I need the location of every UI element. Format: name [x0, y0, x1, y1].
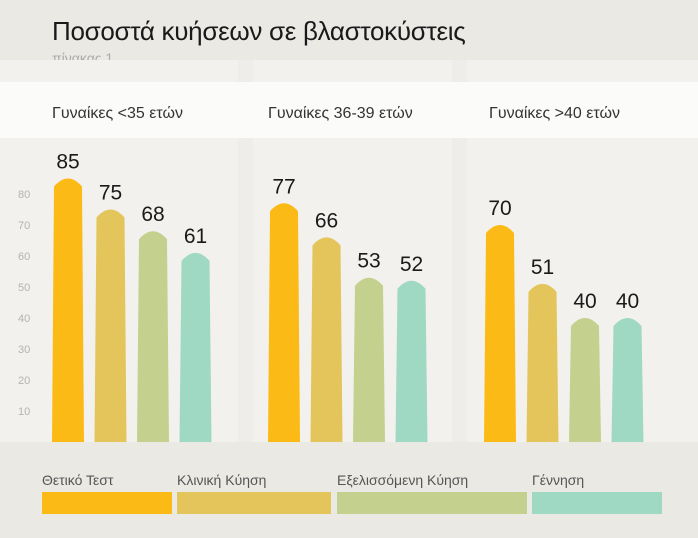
y-tick-label: 40	[18, 313, 30, 325]
bar-value-label: 75	[99, 182, 122, 205]
bar-value-label: 53	[357, 250, 380, 273]
bar	[179, 252, 212, 442]
bar	[526, 283, 559, 442]
bar	[94, 209, 127, 442]
group-header-band	[0, 82, 698, 138]
chart-title: Ποσοστά κυήσεων σε βλαστοκύστεις	[52, 16, 466, 46]
legend-swatch	[532, 492, 662, 514]
bar-value-label: 70	[488, 197, 511, 220]
legend-swatch	[177, 492, 331, 514]
bar	[353, 277, 385, 442]
y-tick-label: 10	[18, 406, 30, 418]
bar-value-label: 40	[573, 290, 596, 313]
y-tick-label: 20	[18, 375, 30, 387]
bar-value-label: 51	[531, 256, 554, 279]
bar-value-label: 68	[141, 203, 164, 226]
legend-label: Γέννηση	[532, 472, 585, 488]
bar-value-label: 61	[184, 225, 207, 248]
y-tick-label: 50	[18, 282, 30, 294]
legend-label: Κλινική Κύηση	[177, 472, 267, 488]
bar	[569, 318, 601, 442]
bar	[137, 231, 169, 442]
group-label: Γυναίκες <35 ετών	[52, 105, 183, 122]
bar	[611, 318, 644, 442]
legend-swatch	[337, 492, 527, 514]
bar-value-label: 85	[56, 151, 79, 174]
bar	[395, 280, 428, 442]
legend-label: Θετικό Τεστ	[42, 472, 114, 488]
bar-value-label: 52	[400, 253, 423, 276]
bar-value-label: 77	[272, 175, 295, 198]
y-tick-label: 70	[18, 220, 30, 232]
bar	[310, 237, 343, 442]
bar-value-label: 66	[315, 209, 338, 232]
y-tick-label: 60	[18, 251, 30, 263]
bar	[484, 225, 516, 442]
y-tick-label: 30	[18, 344, 30, 356]
legend-label: Εξελισσόμενη Κύηση	[337, 472, 469, 488]
y-tick-label: 80	[18, 189, 30, 201]
bar-value-label: 40	[616, 290, 639, 313]
bar	[52, 178, 84, 442]
group-label: Γυναίκες >40 ετών	[489, 105, 620, 122]
legend-swatch	[42, 492, 172, 514]
bar	[268, 203, 300, 442]
group-label: Γυναίκες 36-39 ετών	[268, 105, 413, 122]
